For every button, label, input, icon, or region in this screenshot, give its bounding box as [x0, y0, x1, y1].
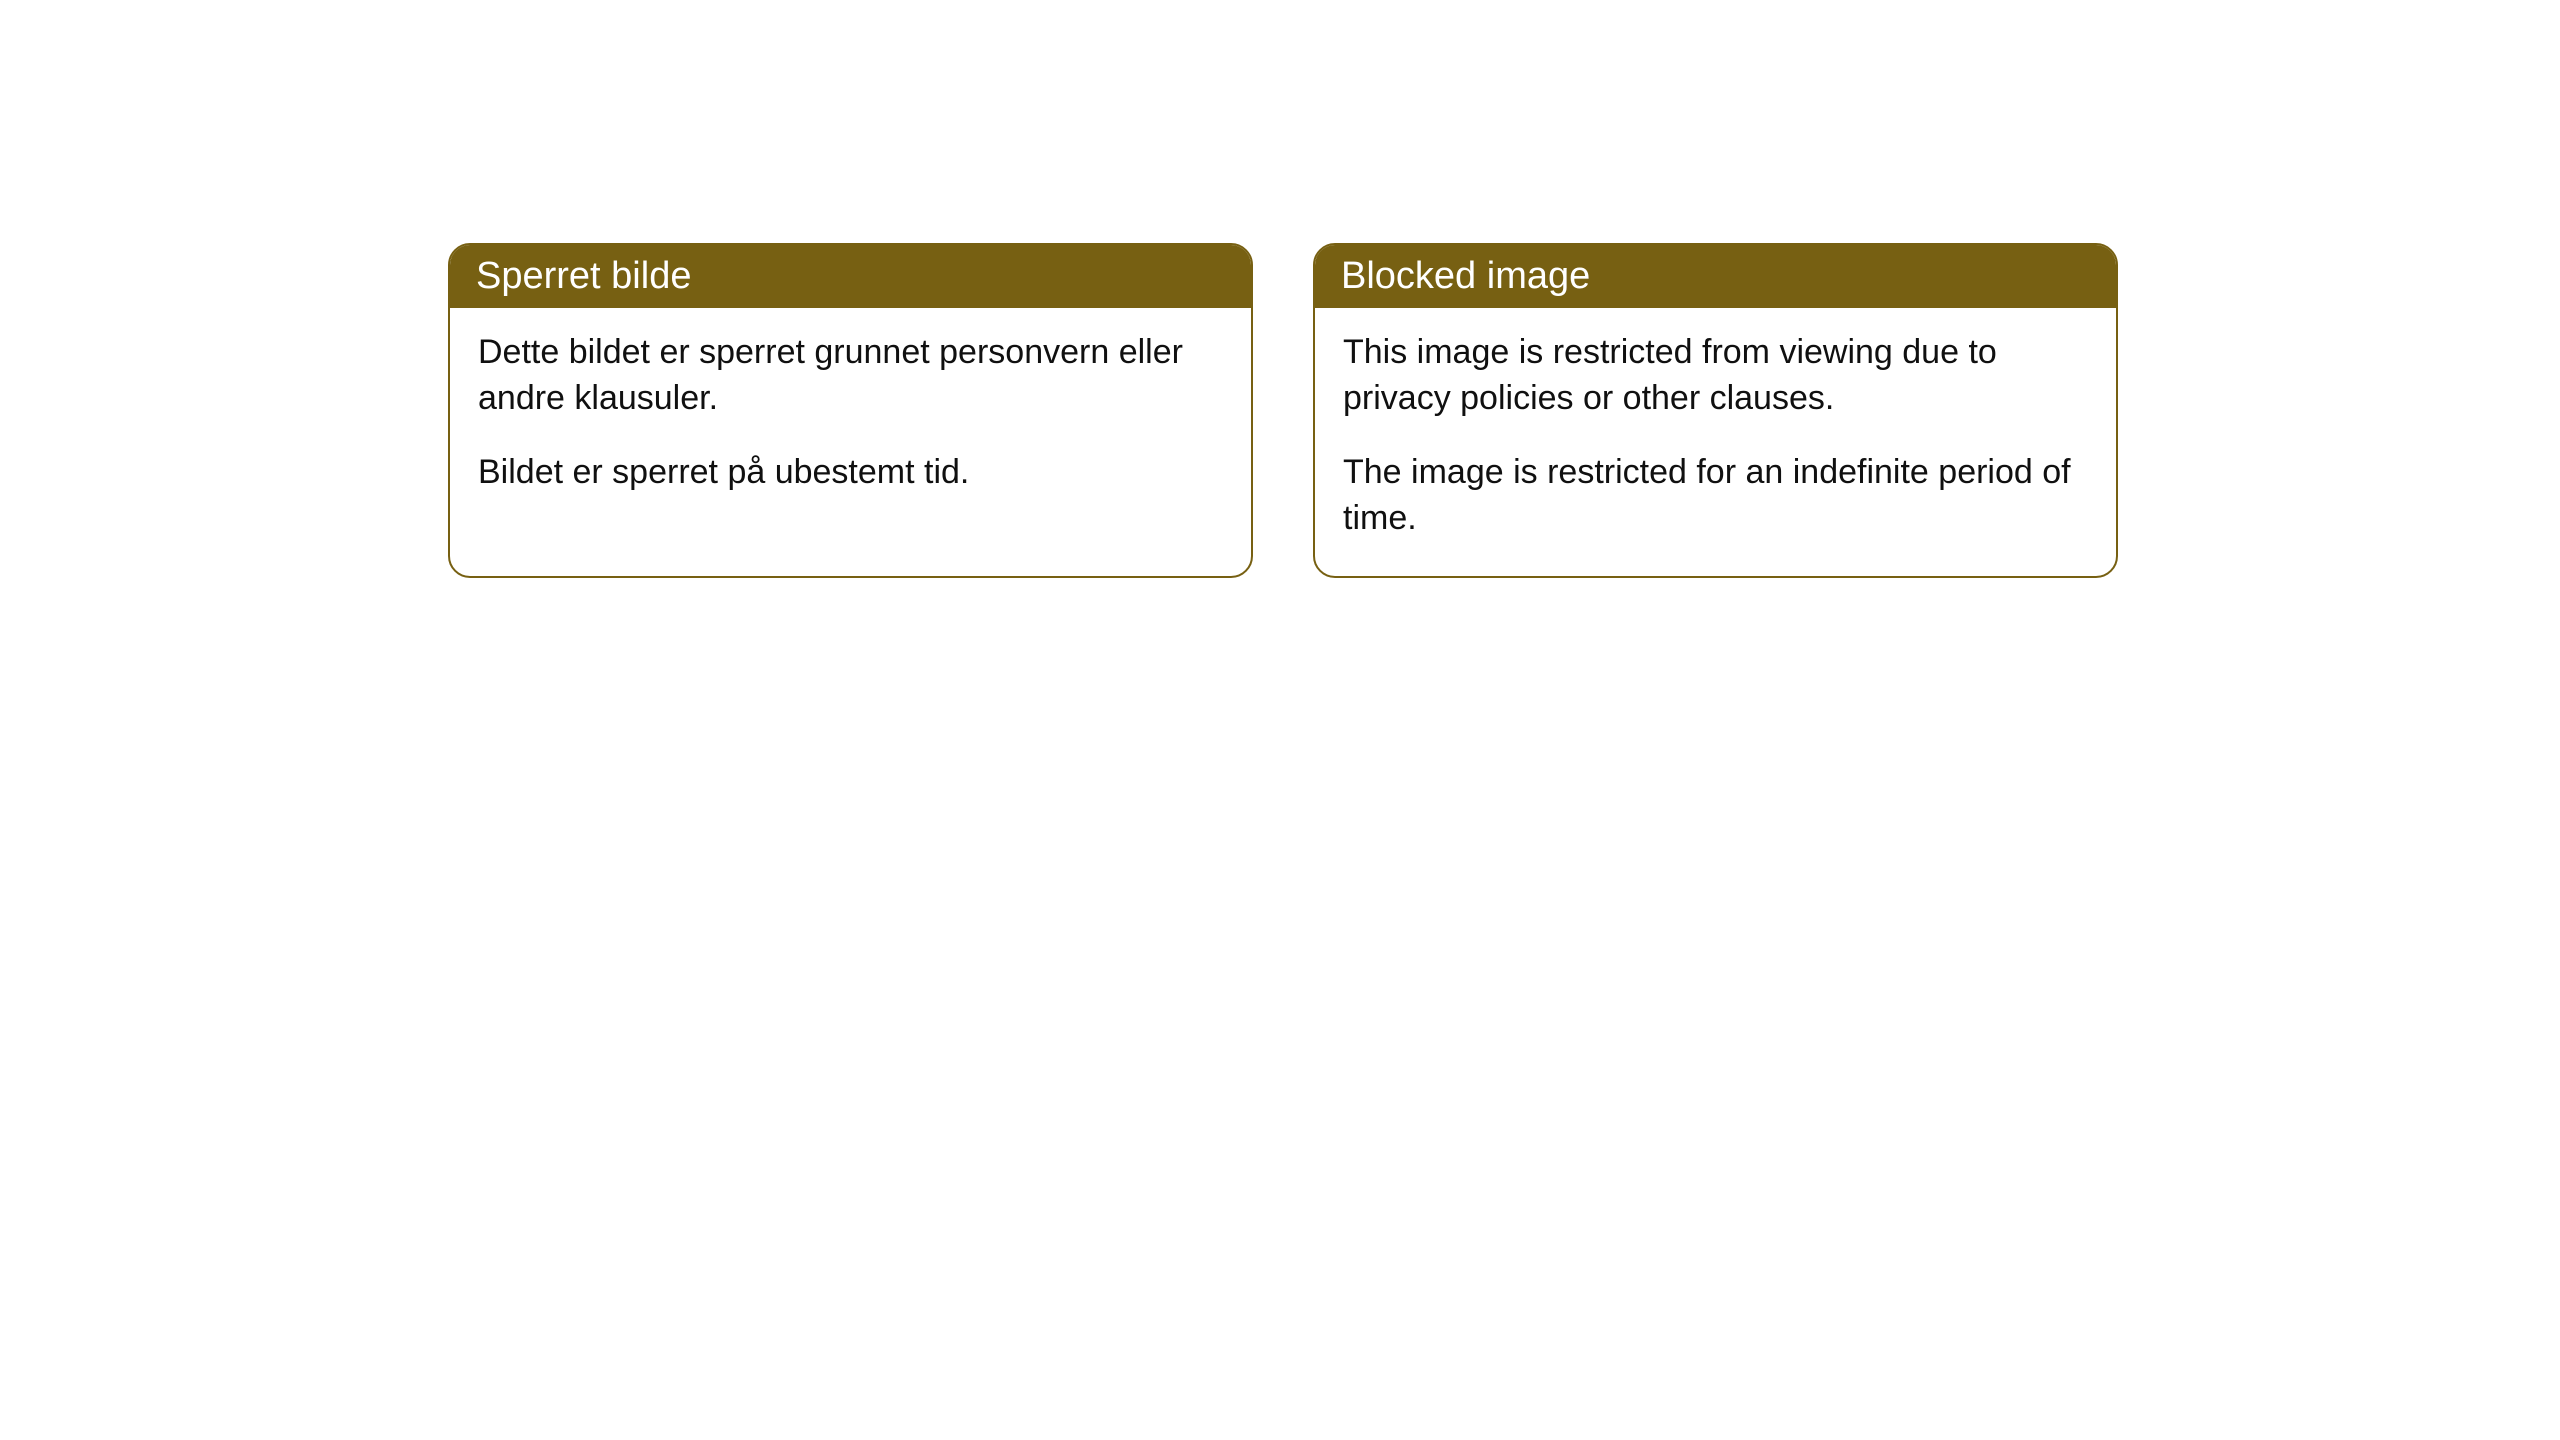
card-paragraph2-norwegian: Bildet er sperret på ubestemt tid.: [478, 450, 1223, 496]
card-title-norwegian: Sperret bilde: [476, 255, 691, 297]
card-header-norwegian: Sperret bilde: [450, 245, 1251, 308]
cards-container: Sperret bilde Dette bildet er sperret gr…: [448, 243, 2118, 578]
card-body-norwegian: Dette bildet er sperret grunnet personve…: [450, 308, 1251, 530]
card-paragraph1-english: This image is restricted from viewing du…: [1343, 330, 2088, 422]
card-paragraph1-norwegian: Dette bildet er sperret grunnet personve…: [478, 330, 1223, 422]
card-title-english: Blocked image: [1341, 255, 1590, 297]
card-norwegian: Sperret bilde Dette bildet er sperret gr…: [448, 243, 1253, 578]
card-body-english: This image is restricted from viewing du…: [1315, 308, 2116, 576]
card-paragraph2-english: The image is restricted for an indefinit…: [1343, 450, 2088, 542]
card-header-english: Blocked image: [1315, 245, 2116, 308]
card-english: Blocked image This image is restricted f…: [1313, 243, 2118, 578]
